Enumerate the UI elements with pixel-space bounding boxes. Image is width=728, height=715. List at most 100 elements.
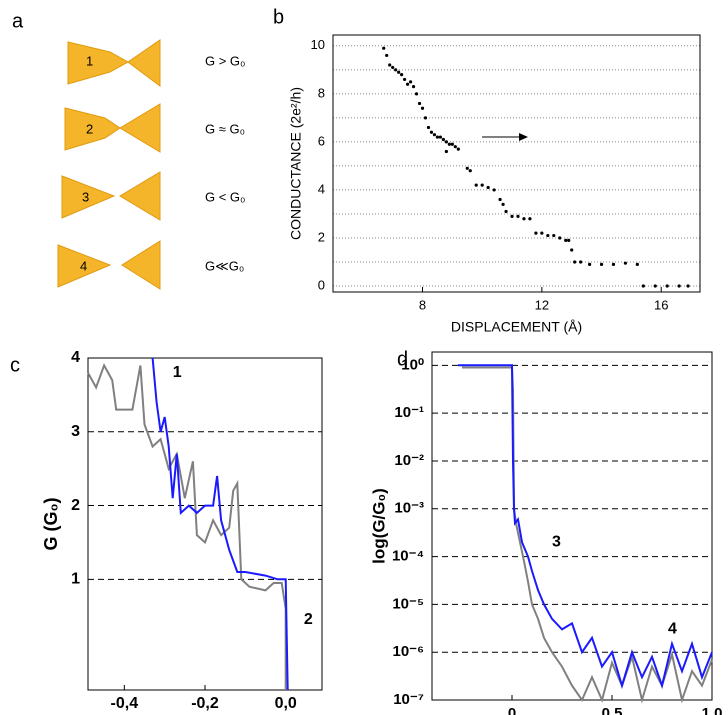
arrow-head bbox=[519, 133, 528, 141]
point bbox=[474, 183, 478, 187]
x-tick-label: 1,0 bbox=[702, 705, 723, 715]
y-axis-label: G (G₀) bbox=[41, 497, 61, 550]
point bbox=[417, 101, 422, 106]
panel: b 0 2 4 6 8 10 8 12 16 DISPLACEMENT (Å) CONDUCTANCE… bbox=[273, 6, 701, 335]
point bbox=[397, 70, 401, 74]
series-line bbox=[87, 362, 287, 690]
y-tick-label: 10⁻⁴ bbox=[392, 548, 424, 565]
y-tick-label: 3 bbox=[71, 423, 80, 440]
point bbox=[528, 217, 532, 221]
x-tick-label: 0 bbox=[508, 705, 516, 715]
axes-frame bbox=[431, 351, 713, 701]
point bbox=[567, 238, 571, 242]
point bbox=[450, 142, 454, 146]
x-tick-label: 16 bbox=[654, 297, 668, 312]
point bbox=[546, 233, 550, 238]
point bbox=[501, 202, 505, 206]
point bbox=[498, 197, 502, 202]
axes-frame bbox=[87, 357, 323, 691]
annotation: 2 bbox=[304, 611, 313, 628]
point bbox=[411, 85, 416, 89]
point bbox=[480, 183, 484, 187]
point bbox=[588, 262, 592, 266]
point bbox=[408, 80, 413, 84]
point bbox=[611, 262, 616, 266]
annotation: 1 bbox=[173, 364, 182, 381]
point bbox=[444, 149, 448, 154]
annotation: 4 bbox=[668, 621, 677, 638]
point bbox=[420, 106, 425, 110]
point bbox=[394, 68, 398, 72]
wire-2 bbox=[64, 103, 161, 153]
wire-number: 1 bbox=[86, 53, 93, 68]
point bbox=[686, 284, 690, 288]
point bbox=[447, 142, 451, 146]
point bbox=[599, 262, 604, 266]
point bbox=[400, 73, 404, 77]
y-tick-label: 10⁻⁶ bbox=[392, 643, 424, 660]
point bbox=[444, 140, 448, 144]
point bbox=[432, 133, 437, 137]
y-tick-label: 6 bbox=[318, 133, 325, 148]
point bbox=[579, 260, 583, 264]
y-tick-label: 0 bbox=[318, 277, 325, 292]
y-tick-label: 10⁻⁷ bbox=[393, 691, 424, 708]
x-tick-label: 0,5 bbox=[602, 705, 623, 715]
point bbox=[623, 261, 628, 265]
annotation: 3 bbox=[552, 533, 561, 550]
relation: G > G₀ bbox=[205, 53, 245, 68]
point bbox=[677, 284, 681, 288]
x-tick-label: 8 bbox=[419, 297, 426, 312]
point bbox=[391, 65, 395, 70]
point bbox=[522, 217, 526, 221]
point bbox=[435, 135, 440, 139]
relation: G ≈ G₀ bbox=[205, 121, 245, 136]
point bbox=[423, 116, 428, 120]
point bbox=[388, 63, 392, 67]
series-line bbox=[151, 357, 289, 691]
point bbox=[573, 260, 577, 264]
point bbox=[552, 233, 556, 238]
panel-letter: a bbox=[12, 10, 24, 32]
y-tick-label: 4 bbox=[318, 181, 325, 196]
point bbox=[510, 214, 514, 218]
point bbox=[456, 147, 460, 151]
wire-1 bbox=[67, 39, 161, 87]
wire-3 bbox=[61, 171, 161, 221]
panel-letter: d bbox=[397, 348, 408, 370]
point bbox=[653, 284, 657, 288]
point bbox=[465, 166, 469, 170]
point bbox=[405, 82, 410, 86]
point bbox=[665, 284, 669, 288]
point bbox=[385, 53, 389, 58]
point bbox=[468, 169, 472, 173]
y-tick-label: 10⁻¹ bbox=[394, 404, 424, 421]
point bbox=[492, 188, 496, 192]
point bbox=[540, 231, 544, 235]
point bbox=[641, 284, 645, 288]
y-tick-label: 4 bbox=[71, 349, 80, 366]
x-tick-label: 12 bbox=[535, 297, 549, 312]
y-axis-label: CONDUCTANCE (2e²/h) bbox=[288, 87, 304, 240]
x-tick-label: 0,0 bbox=[275, 695, 297, 712]
relation: G≪G₀ bbox=[205, 258, 244, 273]
y-tick-label: 1 bbox=[71, 571, 80, 588]
wire-number: 2 bbox=[86, 121, 93, 136]
point bbox=[429, 130, 434, 134]
point bbox=[453, 145, 457, 149]
y-tick-label: 8 bbox=[318, 85, 325, 100]
x-tick-label: -0,4 bbox=[111, 695, 139, 712]
point bbox=[426, 125, 431, 130]
y-tick-label: 10⁻³ bbox=[394, 500, 424, 517]
wire-number: 4 bbox=[80, 258, 87, 273]
x-tick-label: -0,2 bbox=[191, 695, 219, 712]
point bbox=[564, 238, 568, 242]
series-line bbox=[462, 366, 713, 704]
series-line bbox=[458, 364, 713, 690]
point bbox=[441, 137, 445, 142]
y-tick-label: 10⁰ bbox=[401, 356, 424, 373]
y-tick-label: 2 bbox=[318, 229, 325, 244]
y-axis-label: log(G/G₀) bbox=[369, 488, 388, 564]
